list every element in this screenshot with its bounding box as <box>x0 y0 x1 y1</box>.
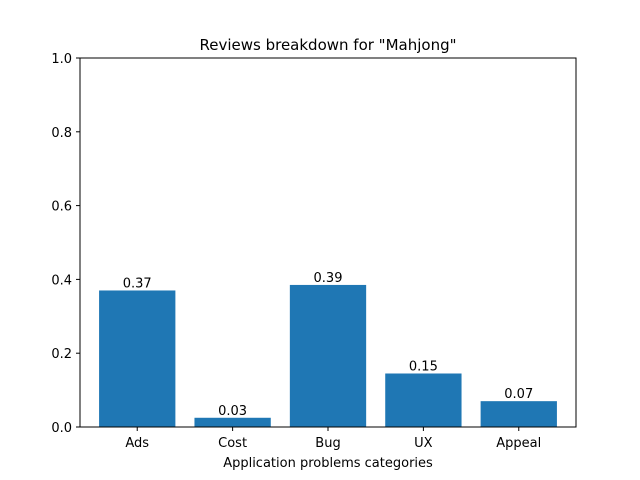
x-tick-label-cost: Cost <box>218 436 247 451</box>
bar-cost <box>194 417 271 427</box>
x-tick-label-bug: Bug <box>315 436 340 451</box>
y-tick-label: 1.0 <box>51 52 72 67</box>
chart-title: Reviews breakdown for "Mahjong" <box>199 36 456 54</box>
bar-ux <box>385 373 462 427</box>
x-axis: Ads Cost Bug UX Appeal <box>125 427 541 451</box>
x-tick-label-ads: Ads <box>125 436 149 451</box>
y-tick-label: 0.4 <box>51 273 72 288</box>
y-tick-label: 0.6 <box>51 200 72 215</box>
data-label-appeal: 0.07 <box>504 387 533 402</box>
data-label-ux: 0.15 <box>409 359 438 374</box>
data-label-bug: 0.39 <box>314 271 343 286</box>
plot-frame <box>79 57 577 428</box>
bars-group <box>99 284 557 427</box>
x-axis-label: Application problems categories <box>223 456 433 471</box>
y-axis: 0.0 0.2 0.4 0.6 0.8 1.0 <box>51 52 80 436</box>
data-label-ads: 0.37 <box>123 276 152 291</box>
x-tick-label-ux: UX <box>414 436 433 451</box>
bar-ads <box>99 290 176 427</box>
bar-bug <box>289 284 367 427</box>
x-tick-label-appeal: Appeal <box>496 436 541 451</box>
bar-appeal <box>480 401 557 427</box>
data-label-cost: 0.03 <box>218 404 247 419</box>
y-tick-label: 0.8 <box>51 126 72 141</box>
data-labels-group: 0.37 0.03 0.39 0.15 0.07 <box>123 271 533 419</box>
y-tick-label: 0.2 <box>51 347 72 362</box>
y-tick-label: 0.0 <box>51 421 72 436</box>
